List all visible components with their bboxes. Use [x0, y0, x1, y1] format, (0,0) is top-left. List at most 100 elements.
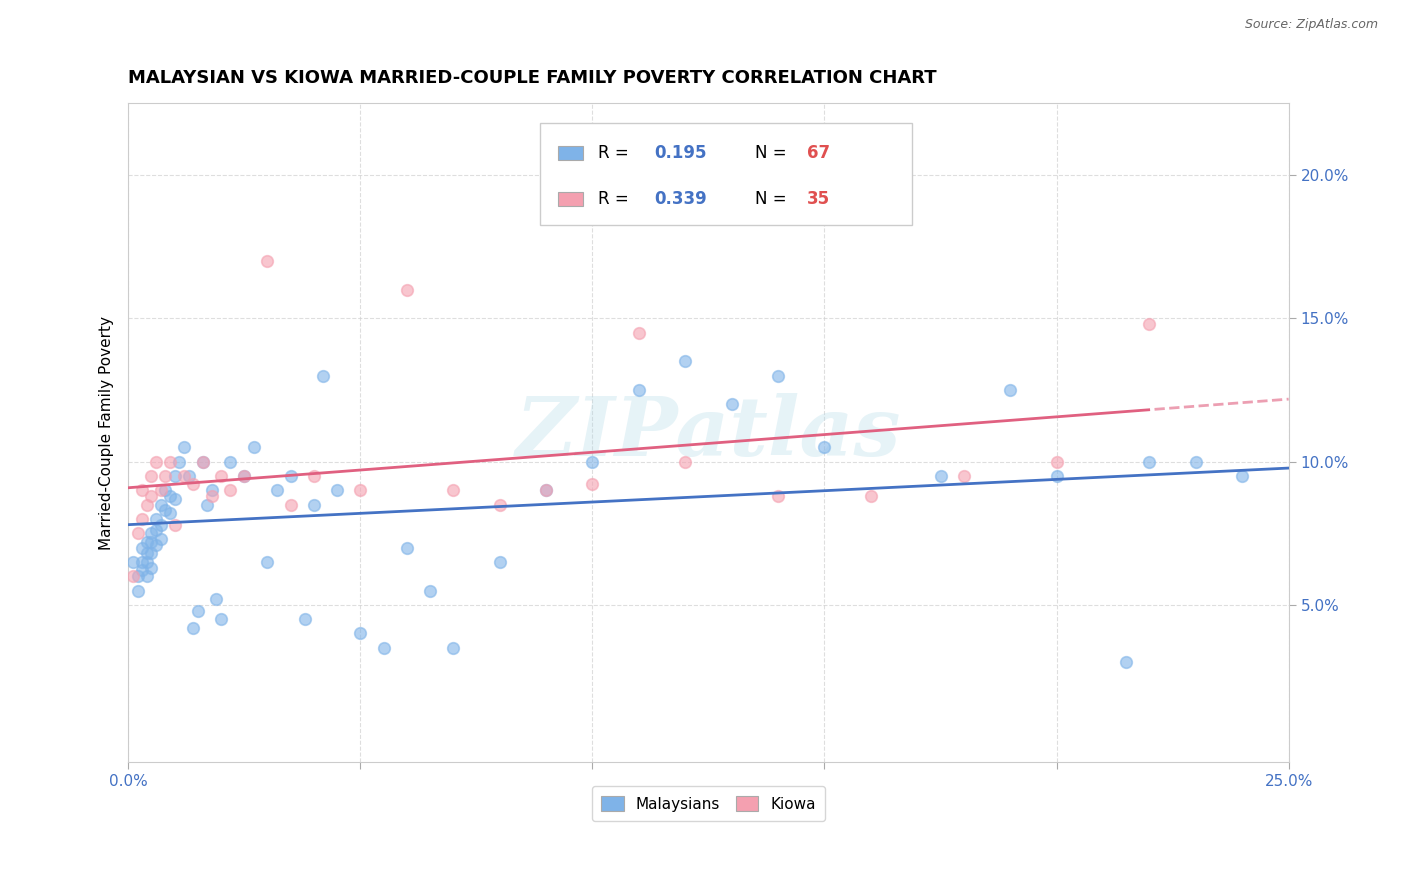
Point: [859, 489, 882, 503]
Point: [131, 555, 153, 569]
Point: [627, 383, 650, 397]
Point: [141, 546, 163, 560]
Point: [155, 483, 177, 498]
Text: R =: R =: [598, 144, 634, 161]
Point: [242, 440, 264, 454]
Point: [191, 454, 214, 468]
Y-axis label: Married-Couple Family Poverty: Married-Couple Family Poverty: [100, 316, 114, 549]
Point: [187, 603, 209, 617]
Point: [534, 483, 557, 498]
Point: [1137, 317, 1160, 331]
Text: Source: ZipAtlas.com: Source: ZipAtlas.com: [1244, 18, 1378, 31]
Point: [181, 621, 204, 635]
Point: [149, 483, 172, 498]
Point: [266, 483, 288, 498]
Point: [1045, 468, 1067, 483]
FancyBboxPatch shape: [558, 192, 583, 206]
Point: [256, 555, 278, 569]
Point: [145, 512, 167, 526]
Point: [163, 491, 186, 506]
Point: [135, 534, 157, 549]
Point: [326, 483, 349, 498]
Point: [395, 283, 418, 297]
Point: [163, 468, 186, 483]
Point: [373, 640, 395, 655]
Text: MALAYSIAN VS KIOWA MARRIED-COUPLE FAMILY POVERTY CORRELATION CHART: MALAYSIAN VS KIOWA MARRIED-COUPLE FAMILY…: [128, 69, 936, 87]
Point: [349, 483, 371, 498]
Point: [127, 583, 149, 598]
Point: [141, 526, 163, 541]
Text: 67: 67: [807, 144, 830, 161]
Point: [135, 546, 157, 560]
Point: [488, 555, 510, 569]
Point: [145, 538, 167, 552]
Point: [1185, 454, 1208, 468]
Point: [883, 211, 905, 225]
Point: [127, 569, 149, 583]
Point: [159, 454, 181, 468]
Text: R =: R =: [598, 190, 634, 208]
Point: [181, 477, 204, 491]
Point: [141, 534, 163, 549]
Point: [233, 468, 256, 483]
Point: [122, 555, 145, 569]
Legend: Malaysians, Kiowa: Malaysians, Kiowa: [592, 787, 825, 821]
Point: [201, 489, 224, 503]
FancyBboxPatch shape: [558, 145, 583, 160]
Point: [131, 483, 153, 498]
Point: [155, 468, 177, 483]
Point: [145, 454, 167, 468]
Point: [312, 368, 335, 383]
Point: [135, 498, 157, 512]
Point: [280, 498, 302, 512]
Point: [673, 354, 696, 368]
Point: [141, 489, 163, 503]
Point: [135, 555, 157, 569]
Point: [131, 512, 153, 526]
Point: [302, 468, 325, 483]
Point: [201, 483, 224, 498]
Point: [141, 468, 163, 483]
Point: [145, 524, 167, 538]
Point: [135, 569, 157, 583]
Point: [141, 560, 163, 574]
Point: [159, 489, 181, 503]
Text: 0.339: 0.339: [654, 190, 707, 208]
Text: N =: N =: [755, 144, 792, 161]
Point: [280, 468, 302, 483]
Point: [766, 489, 789, 503]
Text: 35: 35: [807, 190, 830, 208]
Point: [720, 397, 742, 411]
Point: [233, 468, 256, 483]
Point: [349, 626, 371, 640]
Point: [205, 592, 228, 607]
Point: [131, 564, 153, 578]
Point: [149, 498, 172, 512]
Point: [219, 454, 242, 468]
Point: [813, 440, 835, 454]
Point: [219, 483, 242, 498]
Point: [627, 326, 650, 340]
Point: [173, 468, 195, 483]
Point: [149, 532, 172, 546]
Point: [127, 526, 149, 541]
Text: ZIPatlas: ZIPatlas: [516, 392, 901, 473]
Point: [302, 498, 325, 512]
Point: [209, 612, 232, 626]
Point: [122, 569, 145, 583]
Text: N =: N =: [755, 190, 792, 208]
Point: [673, 454, 696, 468]
Point: [441, 483, 464, 498]
Text: 0.195: 0.195: [654, 144, 706, 161]
Point: [294, 612, 316, 626]
Point: [155, 503, 177, 517]
FancyBboxPatch shape: [540, 123, 911, 226]
Point: [1045, 454, 1067, 468]
Point: [1115, 655, 1137, 669]
Point: [998, 383, 1021, 397]
Point: [581, 454, 603, 468]
Point: [952, 468, 974, 483]
Point: [929, 468, 952, 483]
Point: [159, 506, 181, 520]
Point: [163, 517, 186, 532]
